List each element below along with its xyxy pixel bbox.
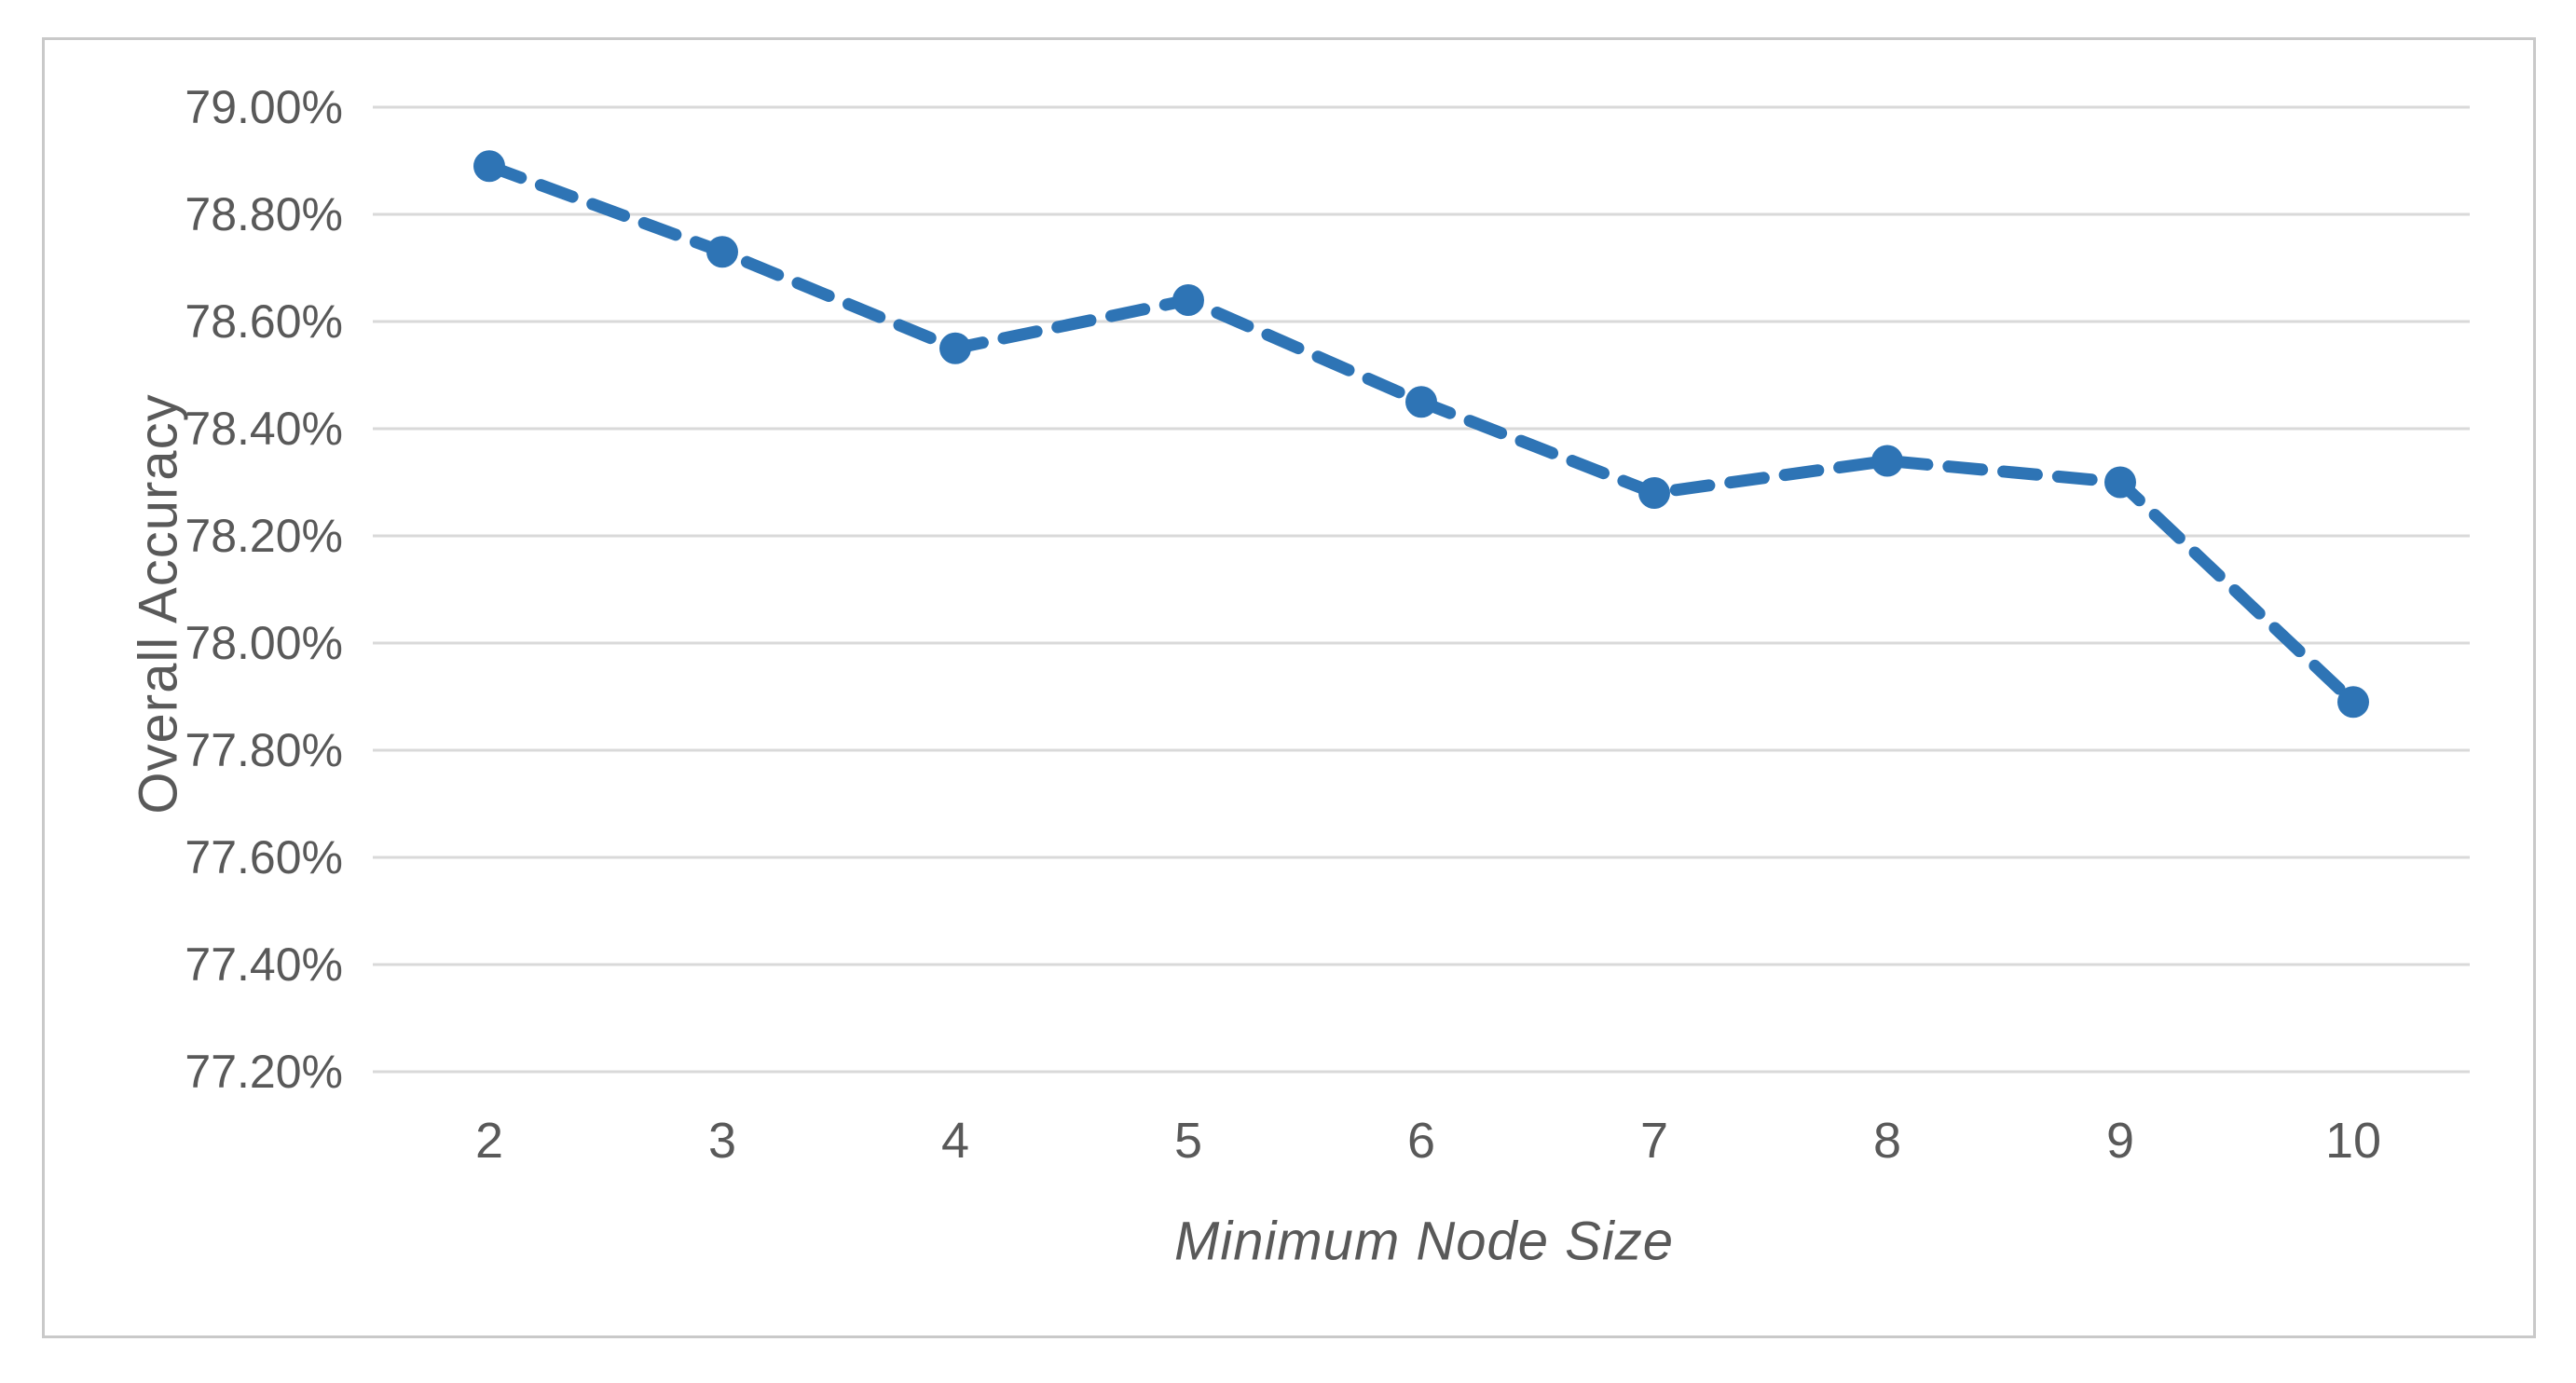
y-tick-label: 78.00% [185, 617, 343, 669]
x-tick-label: 7 [1640, 1113, 1668, 1169]
y-tick-label: 77.20% [185, 1046, 343, 1098]
data-point-marker [1638, 477, 1670, 509]
x-tick-label: 5 [1174, 1113, 1202, 1169]
data-point-marker [1405, 386, 1437, 418]
x-tick-label: 4 [941, 1113, 969, 1169]
data-point-marker [2337, 686, 2369, 719]
y-tick-label: 78.40% [185, 403, 343, 455]
x-tick-label: 8 [1873, 1113, 1901, 1169]
y-tick-label: 78.20% [185, 510, 343, 562]
y-tick-label: 77.80% [185, 724, 343, 776]
x-tick-label: 6 [1407, 1113, 1435, 1169]
chart-frame [42, 37, 2536, 1338]
x-axis-title: Minimum Node Size [1174, 1211, 1674, 1272]
y-tick-label: 77.40% [185, 938, 343, 991]
data-point-marker [2104, 466, 2136, 499]
y-axis-title: Overall Accuracy [128, 393, 189, 815]
series-line [483, 159, 2360, 708]
data-point-marker [706, 236, 738, 268]
x-tick-label: 2 [475, 1113, 503, 1169]
x-tick-label: 10 [2325, 1113, 2381, 1169]
data-point-marker [939, 332, 971, 364]
y-tick-label: 77.60% [185, 831, 343, 883]
data-point-marker [1871, 445, 1903, 477]
x-tick-label: 3 [708, 1113, 736, 1169]
x-tick-label: 9 [2106, 1113, 2134, 1169]
y-tick-label: 78.80% [185, 188, 343, 240]
y-tick-label: 79.00% [185, 81, 343, 133]
data-point-marker [1172, 284, 1204, 316]
data-point-marker [473, 150, 505, 183]
y-tick-label: 78.60% [185, 295, 343, 348]
